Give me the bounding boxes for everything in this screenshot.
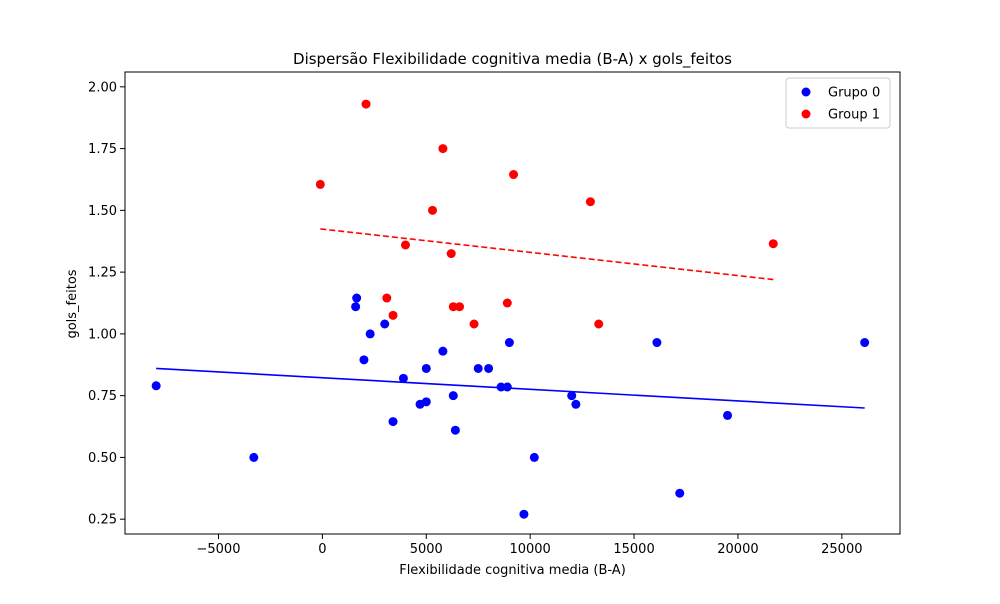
- data-point-series-1-1: [361, 99, 371, 109]
- plot-frame: [124, 71, 901, 535]
- legend-label-series-0: Grupo 0: [828, 86, 880, 101]
- x-tick-label: 10000: [509, 542, 550, 557]
- data-point-series-1-15: [768, 239, 778, 249]
- y-tick-label: 1.00: [88, 327, 117, 342]
- data-point-series-0-11: [421, 363, 431, 373]
- data-point-series-0-2: [351, 302, 361, 312]
- y-tick-label: 0.25: [88, 513, 117, 528]
- data-point-series-0-8: [398, 373, 408, 383]
- data-point-series-0-23: [571, 399, 581, 409]
- data-point-series-0-0: [151, 381, 161, 391]
- data-point-series-0-6: [380, 319, 390, 329]
- y-tick-label: 1.25: [88, 266, 117, 281]
- data-point-series-0-5: [365, 329, 375, 339]
- legend-label-series-1: Group 1: [828, 108, 880, 123]
- data-point-series-0-10: [421, 397, 431, 407]
- data-point-series-0-17: [496, 382, 506, 392]
- data-point-series-1-9: [455, 302, 465, 312]
- legend-marker-series-0: [801, 87, 811, 97]
- x-tick-label: 0: [318, 542, 326, 557]
- data-point-series-1-7: [446, 249, 456, 259]
- data-point-series-1-14: [594, 319, 604, 329]
- plot-area: [151, 99, 870, 519]
- x-tick-label: 5000: [410, 542, 443, 557]
- trend-line-series-1: [320, 228, 774, 281]
- legend-box: [785, 77, 891, 129]
- data-point-series-0-16: [484, 363, 494, 373]
- data-point-series-0-19: [504, 338, 514, 348]
- chart-title: Dispersão Flexibilidade cognitiva media …: [293, 50, 732, 69]
- data-point-series-0-25: [675, 488, 685, 498]
- data-point-series-1-2: [382, 293, 392, 303]
- x-tick-label: 20000: [717, 542, 758, 557]
- data-point-series-0-12: [438, 346, 448, 356]
- data-point-series-0-7: [388, 417, 398, 427]
- y-tick-label: 2.00: [88, 80, 117, 95]
- data-point-series-0-13: [448, 391, 458, 401]
- data-point-series-0-26: [723, 410, 733, 420]
- x-tick-label: 15000: [613, 542, 654, 557]
- data-point-series-1-8: [448, 302, 458, 312]
- data-point-series-0-20: [519, 509, 529, 519]
- data-point-series-1-0: [315, 179, 325, 189]
- y-tick-label: 1.75: [88, 142, 117, 157]
- y-tick-label: 0.75: [88, 389, 117, 404]
- data-point-series-0-14: [450, 425, 460, 435]
- data-point-series-1-13: [585, 197, 595, 207]
- data-point-series-1-3: [388, 310, 398, 320]
- data-point-series-0-22: [567, 391, 577, 401]
- data-point-series-0-15: [473, 363, 483, 373]
- data-point-series-0-18: [502, 382, 512, 392]
- x-tick-label: 25000: [821, 542, 862, 557]
- data-point-series-1-6: [438, 144, 448, 154]
- data-point-series-0-27: [860, 338, 870, 348]
- data-point-series-1-5: [428, 205, 438, 215]
- data-point-series-0-3: [352, 293, 362, 303]
- data-point-series-1-11: [502, 298, 512, 308]
- data-point-series-1-12: [509, 170, 519, 180]
- data-point-series-1-10: [469, 319, 479, 329]
- data-point-series-0-24: [652, 338, 662, 348]
- y-tick-label: 1.50: [88, 204, 117, 219]
- axes: −5000 0 5000 10000 15000 20000 25000 0.25 0.50 0.…: [88, 71, 901, 557]
- data-point-series-0-1: [249, 452, 259, 462]
- data-point-series-0-21: [529, 452, 539, 462]
- y-tick-label: 0.50: [88, 451, 117, 466]
- data-point-series-0-4: [359, 355, 369, 365]
- y-axis-label: gols_feitos: [65, 269, 80, 338]
- data-point-series-1-4: [400, 240, 410, 250]
- x-axis-label: Flexibilidade cognitiva media (B-A): [399, 563, 626, 578]
- x-tick-label: −5000: [197, 542, 241, 557]
- legend-marker-series-1: [801, 109, 811, 119]
- legend: Grupo 0 Group 1: [785, 77, 891, 129]
